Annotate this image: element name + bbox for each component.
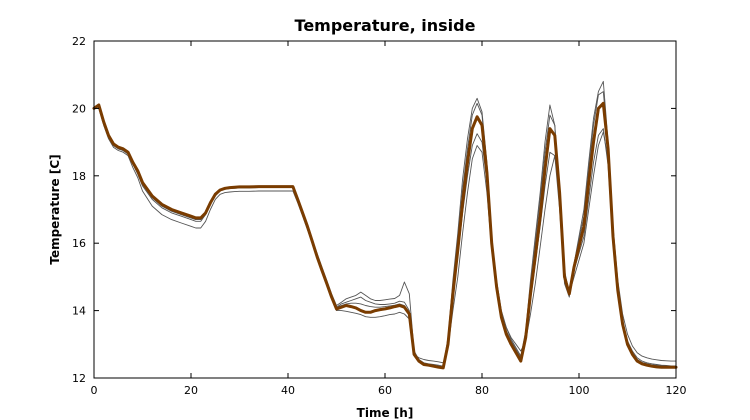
x-axis-label: Time [h]: [357, 406, 414, 420]
y-tick-label: 16: [72, 237, 86, 250]
series-line-2: [93, 91, 677, 368]
y-axis: 12 14 16 18 20 22: [72, 35, 676, 385]
series-line-4: [93, 107, 677, 364]
series-line-3: [93, 106, 677, 368]
x-tick-label: 20: [184, 384, 198, 397]
series-line-main: [92, 101, 678, 370]
x-tick-label: 0: [91, 384, 98, 397]
x-tick-label: 100: [569, 384, 590, 397]
x-axis: 0 20 40 60 80 100 120: [91, 41, 687, 397]
y-tick-label: 14: [72, 305, 86, 318]
series-line-1: [93, 80, 677, 367]
y-tick-label: 20: [72, 102, 86, 115]
y-tick-label: 22: [72, 35, 86, 48]
y-axis-label: Temperature [C]: [48, 154, 62, 264]
y-tick-label: 18: [72, 170, 86, 183]
series-layer: [92, 80, 678, 370]
x-tick-label: 120: [666, 384, 687, 397]
x-tick-label: 60: [378, 384, 392, 397]
x-tick-label: 80: [475, 384, 489, 397]
chart-title: Temperature, inside: [295, 16, 476, 35]
x-tick-label: 40: [281, 384, 295, 397]
y-tick-label: 12: [72, 372, 86, 385]
